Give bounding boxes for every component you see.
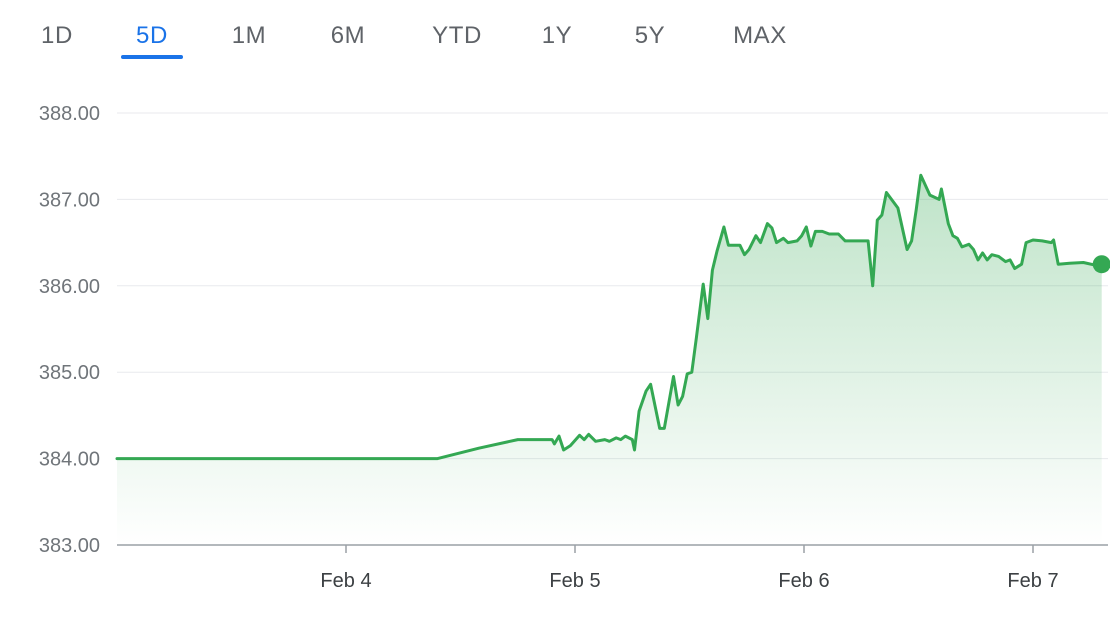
price-area-fill [117,175,1102,545]
tab-6m[interactable]: 6M [330,22,366,49]
price-line [115,173,1104,461]
tab-1d[interactable]: 1D [41,22,73,49]
time-range-tabs: 1D 5D 1M 6M YTD 1Y 5Y MAX [0,0,1110,70]
y-axis-labels: 388.00 387.00 386.00 385.00 384.00 383.00 [39,103,100,557]
tab-1m[interactable]: 1M [231,22,267,49]
y-tick-label: 386.00 [39,276,100,298]
y-tick-label: 387.00 [39,189,100,211]
tab-1y[interactable]: 1Y [541,22,573,49]
y-tick-label: 385.00 [39,362,100,384]
y-tick-label: 388.00 [39,103,100,125]
tab-5d[interactable]: 5D [136,22,168,49]
y-tick-label: 383.00 [39,535,100,557]
x-tick-label: Feb 6 [778,570,829,592]
tab-5y[interactable]: 5Y [634,22,666,49]
y-tick-label: 384.00 [39,449,100,471]
x-tick-label: Feb 5 [549,570,600,592]
tab-max[interactable]: MAX [733,22,787,49]
x-tick-label: Feb 4 [320,570,371,592]
tab-ytd[interactable]: YTD [432,22,482,49]
last-price-marker [1092,255,1110,274]
x-axis: Feb 4 Feb 5 Feb 6 Feb 7 [117,544,1108,592]
active-tab-indicator [121,55,183,59]
x-tick-label: Feb 7 [1007,570,1058,592]
